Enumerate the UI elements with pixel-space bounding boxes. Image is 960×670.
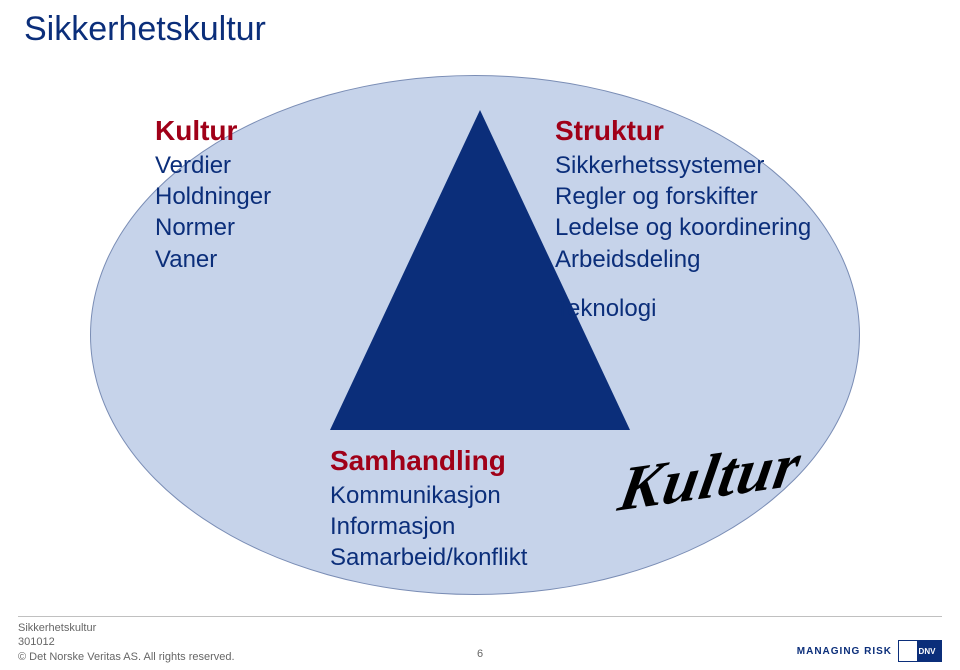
struktur-item: Regler og forskifter: [555, 181, 811, 212]
footer-source: Sikkerhetskultur: [18, 621, 942, 635]
samhandling-heading: Samhandling: [330, 445, 527, 477]
samhandling-block: Samhandling Kommunikasjon Informasjon Sa…: [330, 445, 527, 574]
footer-brand-area: MANAGING RISK DNV: [797, 640, 942, 662]
page-title: Sikkerhetskultur: [24, 10, 266, 49]
struktur-item: Arbeidsdeling: [555, 244, 811, 275]
page-number: 6: [477, 648, 483, 660]
kultur-heading: Kultur: [155, 115, 271, 147]
kultur-block: Kultur Verdier Holdninger Normer Vaner: [155, 115, 271, 275]
samhandling-item: Samarbeid/konflikt: [330, 542, 527, 573]
samhandling-item: Kommunikasjon: [330, 480, 527, 511]
struktur-item: Ledelse og koordinering: [555, 212, 811, 243]
slide-footer: Sikkerhetskultur 301012 © Det Norske Ver…: [18, 616, 942, 664]
kultur-item: Normer: [155, 212, 271, 243]
teknologi-label: Teknologi: [555, 295, 656, 323]
kultur-item: Holdninger: [155, 181, 271, 212]
struktur-item: Sikkerhetssystemer: [555, 150, 811, 181]
samhandling-item: Informasjon: [330, 511, 527, 542]
brand-tagline: MANAGING RISK: [797, 646, 892, 657]
kultur-item: Verdier: [155, 150, 271, 181]
dnv-logo-icon: DNV: [898, 640, 942, 662]
kultur-item: Vaner: [155, 244, 271, 275]
struktur-heading: Struktur: [555, 115, 811, 147]
struktur-block: Struktur Sikkerhetssystemer Regler og fo…: [555, 115, 811, 275]
